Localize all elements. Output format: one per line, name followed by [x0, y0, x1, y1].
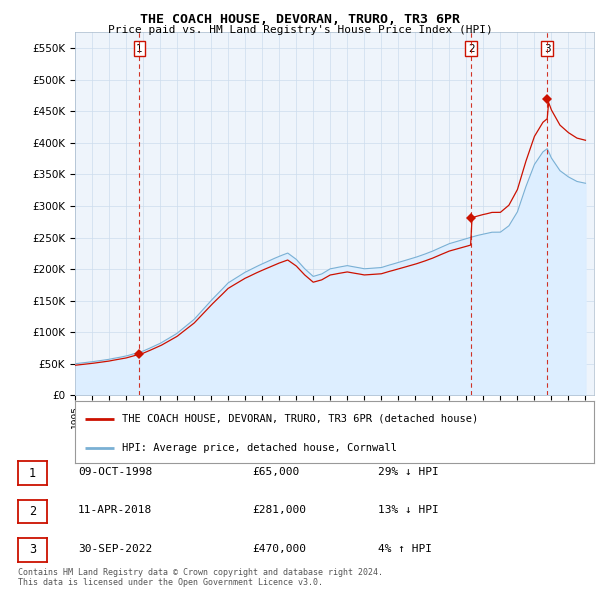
Text: 4% ↑ HPI: 4% ↑ HPI	[378, 544, 432, 553]
Text: £65,000: £65,000	[252, 467, 299, 477]
Text: 2: 2	[468, 44, 475, 54]
Text: £281,000: £281,000	[252, 506, 306, 515]
Text: THE COACH HOUSE, DEVORAN, TRURO, TR3 6PR (detached house): THE COACH HOUSE, DEVORAN, TRURO, TR3 6PR…	[122, 414, 478, 424]
Text: £470,000: £470,000	[252, 544, 306, 553]
Text: 29% ↓ HPI: 29% ↓ HPI	[378, 467, 439, 477]
Text: 11-APR-2018: 11-APR-2018	[78, 506, 152, 515]
Text: THE COACH HOUSE, DEVORAN, TRURO, TR3 6PR: THE COACH HOUSE, DEVORAN, TRURO, TR3 6PR	[140, 13, 460, 26]
Text: 1: 1	[29, 467, 36, 480]
Text: HPI: Average price, detached house, Cornwall: HPI: Average price, detached house, Corn…	[122, 442, 397, 453]
Text: 09-OCT-1998: 09-OCT-1998	[78, 467, 152, 477]
Text: 1: 1	[136, 44, 143, 54]
Text: 3: 3	[544, 44, 551, 54]
Text: 30-SEP-2022: 30-SEP-2022	[78, 544, 152, 553]
Text: 13% ↓ HPI: 13% ↓ HPI	[378, 506, 439, 515]
Text: 2: 2	[29, 505, 36, 518]
Text: Price paid vs. HM Land Registry's House Price Index (HPI): Price paid vs. HM Land Registry's House …	[107, 25, 493, 35]
Text: 3: 3	[29, 543, 36, 556]
Text: Contains HM Land Registry data © Crown copyright and database right 2024.
This d: Contains HM Land Registry data © Crown c…	[18, 568, 383, 587]
